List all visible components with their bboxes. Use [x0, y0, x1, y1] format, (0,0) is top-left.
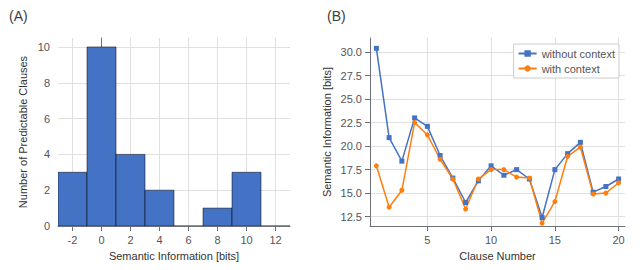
svg-text:25.0: 25.0 — [341, 93, 362, 105]
svg-text:(A): (A) — [9, 8, 28, 24]
svg-text:30.0: 30.0 — [341, 46, 362, 58]
svg-text:8: 8 — [44, 77, 50, 89]
svg-text:Semantic Information [bits]: Semantic Information [bits] — [109, 250, 239, 262]
svg-text:10: 10 — [240, 234, 252, 246]
svg-text:Clause Number: Clause Number — [459, 250, 536, 262]
svg-text:15.0: 15.0 — [341, 187, 362, 199]
svg-text:5: 5 — [424, 234, 430, 246]
svg-text:6: 6 — [185, 234, 191, 246]
svg-text:4: 4 — [156, 234, 162, 246]
svg-text:Number of Predictable Clauses: Number of Predictable Clauses — [17, 55, 29, 208]
svg-text:without context: without context — [541, 48, 615, 60]
svg-text:27.5: 27.5 — [341, 70, 362, 82]
svg-text:8: 8 — [214, 234, 220, 246]
svg-text:20: 20 — [613, 234, 625, 246]
svg-text:4: 4 — [44, 148, 50, 160]
svg-text:17.5: 17.5 — [341, 164, 362, 176]
svg-text:2: 2 — [44, 184, 50, 196]
svg-text:10: 10 — [38, 41, 50, 53]
svg-text:10: 10 — [485, 234, 497, 246]
svg-text:22.5: 22.5 — [341, 117, 362, 129]
svg-text:with context: with context — [541, 63, 600, 75]
svg-text:15: 15 — [549, 234, 561, 246]
svg-text:20.0: 20.0 — [341, 140, 362, 152]
svg-text:0: 0 — [44, 220, 50, 232]
svg-text:0: 0 — [98, 234, 104, 246]
svg-text:-2: -2 — [68, 234, 78, 246]
svg-text:Semantic Information [bits]: Semantic Information [bits] — [321, 67, 333, 197]
svg-text:12.5: 12.5 — [341, 211, 362, 223]
svg-text:6: 6 — [44, 113, 50, 125]
svg-text:(B): (B) — [327, 8, 346, 24]
svg-text:12: 12 — [269, 234, 281, 246]
svg-text:2: 2 — [127, 234, 133, 246]
